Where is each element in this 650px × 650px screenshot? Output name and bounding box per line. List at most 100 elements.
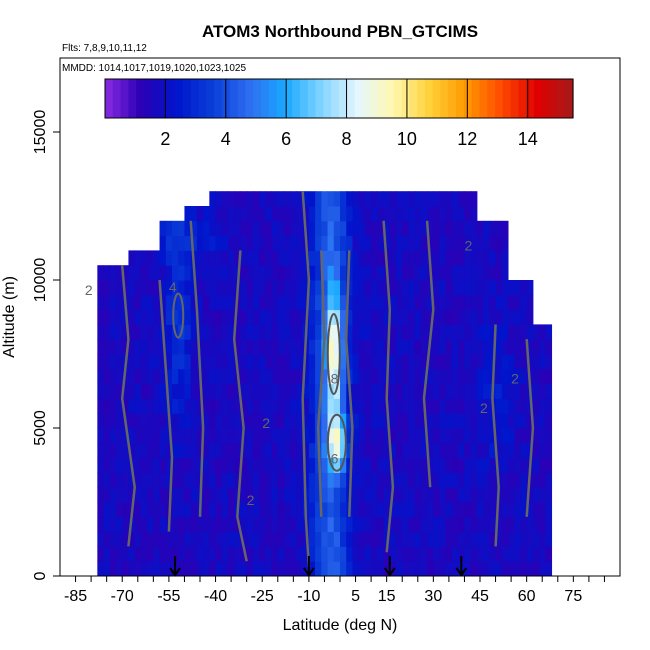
heatmap-cell <box>402 206 409 222</box>
heatmap-cell <box>545 502 553 518</box>
heatmap-cell <box>352 324 360 340</box>
heatmap-cell <box>234 413 241 429</box>
heatmap-cell <box>358 368 366 385</box>
heatmap-cell <box>352 383 360 399</box>
heatmap-cell <box>358 442 366 459</box>
heatmap-cell <box>520 546 528 562</box>
heatmap-cell <box>327 324 335 340</box>
heatmap-cell <box>116 502 123 518</box>
heatmap-cell <box>371 280 378 296</box>
heatmap-cell <box>408 546 416 562</box>
heatmap-cell <box>427 487 434 503</box>
heatmap-cell <box>109 354 117 370</box>
heatmap-cell <box>532 368 540 385</box>
heatmap-cell <box>402 546 409 562</box>
heatmap-cell <box>327 502 335 518</box>
colorbar-swatch <box>237 79 246 118</box>
heatmap-cell <box>371 383 378 399</box>
heatmap-cell <box>109 516 117 533</box>
heatmap-cell <box>172 339 179 355</box>
chart-title: ATOM3 Northbound PBN_GTCIMS <box>202 22 478 41</box>
heatmap-cell <box>452 546 459 562</box>
heatmap-cell <box>296 383 304 399</box>
heatmap-cell <box>452 516 459 533</box>
heatmap-cell <box>420 354 428 370</box>
heatmap-cell <box>327 235 335 251</box>
heatmap-cell <box>308 516 316 533</box>
heatmap-cell <box>246 250 254 266</box>
heatmap-cell <box>358 546 366 562</box>
heatmap-cell <box>383 472 391 488</box>
heatmap-cell <box>265 531 273 547</box>
heatmap-cell <box>408 368 416 385</box>
heatmap-cell <box>501 487 509 503</box>
heatmap-cell <box>215 442 223 459</box>
heatmap-cell <box>228 502 235 518</box>
heatmap-cell <box>178 442 185 459</box>
heatmap-cell <box>122 502 129 518</box>
heatmap-cell <box>203 442 210 459</box>
heatmap-cell <box>246 546 254 562</box>
heatmap-cell <box>489 280 497 296</box>
heatmap-cell <box>290 191 297 207</box>
heatmap-cell <box>346 324 353 340</box>
heatmap-cell <box>340 502 347 518</box>
heatmap-cell <box>532 516 540 533</box>
heatmap-cell <box>196 250 204 266</box>
heatmap-cell <box>371 294 378 311</box>
heatmap-cell <box>526 442 534 459</box>
heatmap-cell <box>508 457 515 473</box>
heatmap-cell <box>495 428 503 444</box>
heatmap-cell <box>178 428 185 444</box>
heatmap-cell <box>302 413 310 429</box>
heatmap-cell <box>234 531 241 547</box>
heatmap-cell <box>377 457 385 473</box>
heatmap-cell <box>352 368 360 385</box>
heatmap-cell <box>265 191 273 207</box>
heatmap-cell <box>352 442 360 459</box>
colorbar-swatch <box>487 79 496 118</box>
colorbar-tick-label: 8 <box>342 129 352 149</box>
heatmap-cell <box>352 220 360 237</box>
heatmap-cell <box>408 531 416 547</box>
heatmap-cell <box>178 220 185 237</box>
x-tick-label: -25 <box>251 588 274 605</box>
heatmap-cell <box>190 294 198 311</box>
heatmap-cell <box>221 191 229 207</box>
heatmap-cell <box>389 457 397 473</box>
heatmap-cell <box>302 265 310 281</box>
heatmap-cell <box>452 502 459 518</box>
heatmap-cell <box>464 368 472 385</box>
heatmap-cell <box>184 442 192 459</box>
heatmap-cell <box>178 235 185 251</box>
heatmap-cell <box>165 339 173 355</box>
heatmap-cell <box>178 457 185 473</box>
heatmap-cell <box>153 442 161 459</box>
heatmap-cell <box>215 502 223 518</box>
heatmap-cell <box>532 398 540 414</box>
heatmap-cell <box>333 220 341 237</box>
heatmap-cell <box>346 428 353 444</box>
heatmap-cell <box>271 324 279 340</box>
heatmap-cell <box>165 442 173 459</box>
heatmap-cell <box>259 472 266 488</box>
heatmap-cell <box>327 531 335 547</box>
colorbar-swatch <box>526 79 535 118</box>
heatmap-cell <box>228 457 235 473</box>
heatmap-cell <box>420 265 428 281</box>
heatmap-cell <box>203 383 210 399</box>
heatmap-cell <box>290 294 297 311</box>
heatmap-cell <box>476 250 484 266</box>
heatmap-cell <box>140 309 148 325</box>
heatmap-cell <box>532 546 540 562</box>
heatmap-cell <box>221 309 229 325</box>
heatmap-cell <box>134 428 142 444</box>
heatmap-cell <box>147 457 154 473</box>
heatmap-cell <box>190 428 198 444</box>
heatmap-cell <box>302 546 310 562</box>
heatmap-cell <box>433 250 441 266</box>
heatmap-cell <box>340 354 347 370</box>
heatmap-cell <box>196 561 204 577</box>
heatmap-cell <box>240 354 248 370</box>
contour-label: 2 <box>480 400 488 416</box>
